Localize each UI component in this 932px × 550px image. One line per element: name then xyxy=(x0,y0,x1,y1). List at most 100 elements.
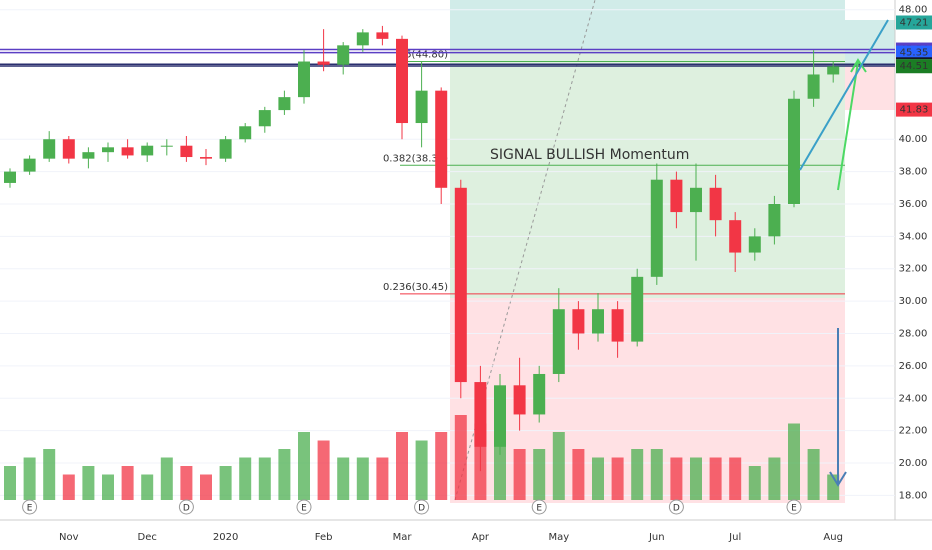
y-tick-label: 28.00 xyxy=(899,328,928,339)
x-tick-label: Apr xyxy=(472,532,490,543)
volume-bar xyxy=(513,449,526,500)
y-tick-label: 20.00 xyxy=(899,458,928,469)
candle-body xyxy=(690,187,702,213)
candle-body xyxy=(709,187,722,221)
candle-body xyxy=(729,220,742,253)
price-label: 44.51 xyxy=(900,61,929,72)
volume-bar xyxy=(278,449,291,500)
candle-body xyxy=(552,309,565,374)
volume-bar xyxy=(82,466,95,500)
candle-body xyxy=(670,179,683,213)
volume-bar xyxy=(631,449,644,500)
candle-body xyxy=(23,158,36,172)
candle-body xyxy=(239,126,252,140)
volume-bar xyxy=(396,432,408,500)
candle-body xyxy=(572,309,585,334)
volume-bar xyxy=(690,457,702,500)
volume-bar xyxy=(356,457,369,500)
x-tick-label: Aug xyxy=(823,532,843,543)
candle-body xyxy=(533,373,546,415)
volume-bar xyxy=(807,449,820,500)
volume-bar xyxy=(121,466,134,500)
candle-body xyxy=(454,187,467,383)
volume-bar xyxy=(376,457,389,500)
candle-body xyxy=(141,145,154,156)
volume-bar xyxy=(258,457,271,500)
volume-bar xyxy=(23,457,36,500)
candle-body xyxy=(396,38,408,124)
volume-bar xyxy=(729,457,742,500)
volume-bar xyxy=(709,457,722,500)
candle-body xyxy=(278,97,291,111)
y-tick-label: 18.00 xyxy=(899,490,928,501)
volume-bar xyxy=(670,457,683,500)
candle-body xyxy=(200,157,212,159)
event-marker xyxy=(668,499,684,515)
volume-bar xyxy=(748,466,761,500)
volume-bar xyxy=(768,457,781,500)
candle-body xyxy=(415,90,428,124)
volume-bar xyxy=(572,449,585,500)
y-tick-label: 26.00 xyxy=(899,361,928,372)
trend-line xyxy=(799,19,889,171)
candle-body xyxy=(807,74,820,99)
arrow-up xyxy=(837,61,859,191)
volume-bar xyxy=(552,432,565,500)
x-tick-label: Nov xyxy=(59,532,79,543)
volume-bar xyxy=(219,466,232,500)
fib-label: 0.5(44.80) xyxy=(396,50,448,61)
fib-label: 0.382(38.39) xyxy=(383,153,448,164)
event-marker xyxy=(178,499,194,515)
arrow-head xyxy=(850,58,867,73)
event-label: E xyxy=(536,504,542,514)
annotation: SIGNAL BULLISH Momentum xyxy=(490,147,689,163)
event-marker xyxy=(22,499,38,515)
fib-label: 0.236(30.45) xyxy=(383,282,448,293)
volume-bar xyxy=(337,457,350,500)
y-tick-label: 36.00 xyxy=(899,199,928,210)
candle-body xyxy=(376,32,389,39)
candle-body xyxy=(474,382,487,447)
y-tick-label: 30.00 xyxy=(899,296,928,307)
x-tick-label: Feb xyxy=(315,532,333,543)
price-label: 45.35 xyxy=(900,48,929,59)
candle-body xyxy=(62,139,75,159)
volume-bar xyxy=(298,432,310,500)
candle-body xyxy=(82,152,95,159)
volume-bar xyxy=(102,474,114,500)
candle-body xyxy=(494,385,506,447)
candle-body xyxy=(611,309,624,342)
x-tick-label: Mar xyxy=(393,532,413,543)
volume-bar xyxy=(494,440,506,500)
volume-bar xyxy=(454,415,467,500)
candle-body xyxy=(317,61,330,65)
candle-body xyxy=(788,98,800,204)
candle-body xyxy=(631,276,644,342)
candle-body xyxy=(219,139,232,159)
event-label: D xyxy=(418,504,425,514)
event-label: E xyxy=(301,504,307,514)
event-label: E xyxy=(791,504,797,514)
y-tick-label: 24.00 xyxy=(899,393,928,404)
x-tick-label: Jun xyxy=(648,532,665,543)
loss-zone xyxy=(450,298,845,503)
price-label-box xyxy=(896,59,932,74)
candle-body xyxy=(768,203,781,237)
event-marker xyxy=(296,499,312,515)
candle-body xyxy=(160,145,173,147)
candle-body xyxy=(592,309,604,334)
volume-bar xyxy=(62,474,75,500)
volume-bar xyxy=(317,440,330,500)
event-label: D xyxy=(673,504,680,514)
volume-bar xyxy=(160,457,173,500)
volume-bar xyxy=(180,466,193,500)
candle-body xyxy=(43,139,56,159)
volume-bar xyxy=(239,457,252,500)
event-label: D xyxy=(183,504,190,514)
candle-body xyxy=(4,171,16,183)
volume-bar xyxy=(43,449,56,500)
x-tick-label: Jul xyxy=(728,532,741,543)
event-label: E xyxy=(27,504,33,514)
candle-body xyxy=(356,32,369,46)
